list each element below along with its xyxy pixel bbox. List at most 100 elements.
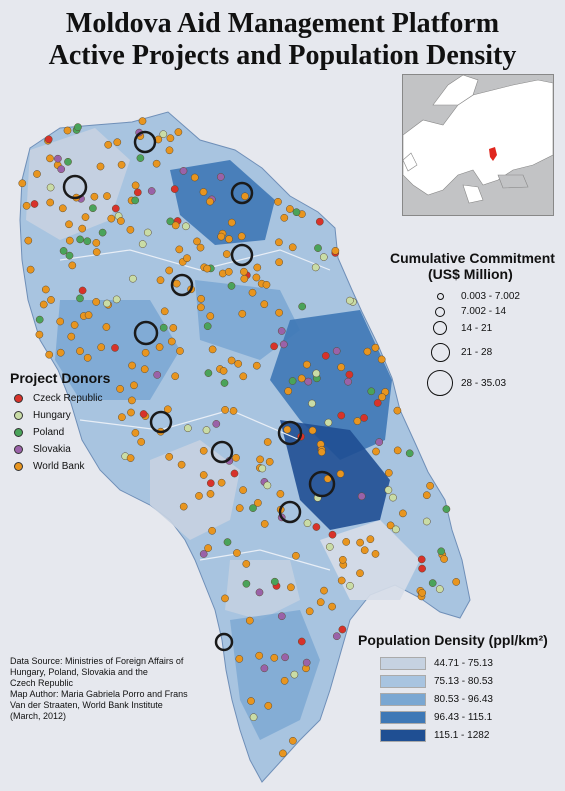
project-marker (98, 228, 107, 237)
project-marker (58, 204, 67, 213)
project-marker (46, 183, 55, 192)
project-marker (104, 140, 113, 149)
project-marker (275, 308, 283, 317)
project-marker (65, 251, 74, 260)
project-marker (76, 235, 84, 244)
project-marker (203, 264, 212, 273)
project-marker (325, 543, 334, 551)
project-marker (263, 481, 272, 490)
project-marker (234, 359, 243, 368)
project-marker (283, 425, 292, 434)
czech-dot-icon (14, 394, 23, 403)
project-marker (280, 676, 289, 685)
project-marker (184, 424, 192, 433)
project-marker (102, 323, 111, 331)
project-marker (18, 179, 27, 188)
project-marker (337, 363, 346, 372)
poland-dot-icon (14, 428, 23, 437)
project-marker (292, 551, 300, 560)
project-marker (65, 236, 74, 245)
project-marker (405, 449, 414, 458)
project-marker (47, 296, 55, 304)
project-marker (338, 555, 347, 564)
donor-legend-item: Czeck Republic (14, 393, 102, 404)
project-marker (118, 413, 126, 422)
project-marker (386, 521, 395, 530)
project-marker (92, 298, 101, 306)
project-marker (270, 342, 278, 351)
project-marker (171, 372, 180, 381)
project-marker (227, 282, 236, 290)
project-marker (240, 274, 249, 283)
project-marker (316, 598, 325, 607)
project-marker (281, 653, 289, 662)
project-marker (96, 162, 105, 171)
project-marker (92, 248, 101, 256)
project-marker (167, 337, 176, 346)
project-marker (232, 453, 240, 462)
project-marker (54, 154, 62, 163)
project-marker (70, 321, 79, 329)
world-bank-dot-icon (14, 462, 23, 471)
project-marker (217, 478, 226, 487)
source-credits: Data Source: Ministries of Foreign Affai… (10, 656, 188, 721)
project-marker (324, 418, 333, 427)
project-marker (174, 128, 183, 136)
project-marker (290, 670, 299, 679)
donors-legend-heading: Project Donors (10, 370, 111, 386)
project-marker (235, 504, 244, 512)
project-marker (245, 616, 254, 625)
project-marker (128, 396, 136, 405)
project-marker (237, 232, 246, 241)
project-marker (22, 201, 31, 210)
project-marker (279, 340, 288, 349)
project-marker (197, 294, 205, 303)
project-marker (384, 486, 393, 494)
commitment-ring (308, 470, 336, 498)
donor-legend-item: World Bank (14, 461, 85, 472)
project-marker (308, 399, 316, 408)
project-marker (84, 311, 93, 319)
density-legend-item: 96.43 - 115.1 (380, 711, 492, 724)
project-marker (219, 367, 228, 375)
commitment-legend-item: 7.002 - 14 (425, 306, 506, 317)
project-marker (279, 749, 287, 758)
project-marker (337, 411, 346, 420)
project-marker (216, 173, 225, 181)
project-marker (264, 701, 273, 710)
project-marker (367, 387, 376, 396)
commitment-ring (133, 320, 159, 346)
project-marker (328, 602, 336, 611)
commitment-ring (230, 181, 254, 205)
project-marker (223, 538, 232, 546)
project-marker (417, 555, 426, 564)
project-marker (418, 564, 426, 573)
project-marker (437, 547, 446, 556)
project-marker (305, 607, 314, 616)
project-marker (319, 253, 328, 261)
project-marker (133, 188, 142, 197)
project-marker (128, 361, 136, 370)
project-marker (159, 130, 168, 139)
project-marker (428, 579, 437, 587)
donor-legend-item: Slovakia (14, 444, 71, 455)
density-legend-item: 75.13 - 80.53 (380, 675, 493, 688)
project-marker (39, 300, 48, 309)
project-marker (392, 525, 400, 534)
project-marker (204, 369, 213, 377)
project-marker (130, 381, 138, 390)
project-marker (242, 560, 251, 568)
project-marker (68, 261, 77, 270)
project-marker (260, 520, 269, 528)
project-marker (284, 387, 293, 395)
project-markers (18, 117, 461, 758)
project-marker (208, 526, 216, 535)
project-marker (328, 530, 337, 539)
project-marker (384, 469, 393, 477)
project-marker (393, 446, 402, 455)
project-marker (260, 300, 269, 309)
project-marker (308, 426, 317, 435)
density-legend-item: 80.53 - 96.43 (380, 693, 493, 706)
project-marker (89, 204, 97, 213)
